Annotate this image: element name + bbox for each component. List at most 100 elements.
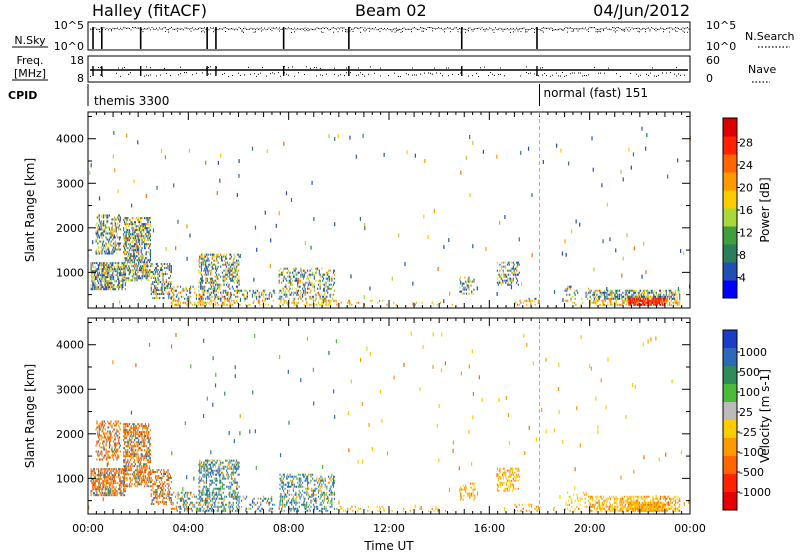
heatmap-cell xyxy=(601,299,603,302)
heatmap-cell xyxy=(113,476,115,479)
nsky-point xyxy=(547,27,549,29)
nsky-point xyxy=(181,28,183,30)
heatmap-cell xyxy=(118,248,121,251)
heatmap-cell xyxy=(664,297,667,300)
heatmap-cell xyxy=(657,295,659,298)
heatmap-cell xyxy=(119,494,121,497)
heatmap-cell xyxy=(517,283,519,286)
heatmap-cell xyxy=(134,279,136,282)
heatmap-cell xyxy=(151,271,153,274)
heatmap-cell xyxy=(184,297,186,300)
heatmap-cell xyxy=(129,253,131,256)
heatmap-cell xyxy=(138,423,140,426)
heatmap-cell xyxy=(262,301,264,304)
heatmap-cell xyxy=(104,286,106,289)
nave-point xyxy=(500,73,501,75)
heatmap-cell xyxy=(104,480,106,483)
heatmap-cell xyxy=(125,473,127,476)
heatmap-cell xyxy=(98,454,100,457)
heatmap-cell xyxy=(482,149,484,154)
heatmap-cell xyxy=(167,267,169,270)
heatmap-cell xyxy=(646,289,648,292)
heatmap-cell xyxy=(332,269,335,272)
nsearch-point xyxy=(624,30,625,32)
heatmap-cell xyxy=(108,264,111,267)
heatmap-cell xyxy=(217,291,219,294)
heatmap-cell xyxy=(133,435,135,438)
heatmap-cell xyxy=(202,285,204,288)
heatmap-cell xyxy=(118,286,121,289)
heatmap-cell xyxy=(186,297,188,300)
heatmap-cell xyxy=(156,265,158,268)
heatmap-cell xyxy=(227,285,229,288)
nave-point xyxy=(424,72,425,74)
nsky-point xyxy=(270,29,271,31)
heatmap-cell xyxy=(235,273,238,276)
heatmap-cell xyxy=(91,274,93,277)
heatmap-cell xyxy=(513,271,515,274)
nsky-point xyxy=(160,28,162,30)
heatmap-cell xyxy=(100,434,102,437)
heatmap-cell xyxy=(130,433,132,436)
heatmap-cell xyxy=(177,303,179,306)
heatmap-cell xyxy=(136,255,138,258)
heatmap-cell xyxy=(214,299,216,302)
heatmap-cell xyxy=(89,170,91,175)
heatmap-cell xyxy=(114,168,116,173)
heatmap-cell xyxy=(325,277,327,280)
heatmap-cell xyxy=(278,303,280,306)
heatmap-cell xyxy=(109,470,111,473)
heatmap-cell xyxy=(577,291,579,294)
heatmap-cell xyxy=(116,434,118,437)
nave-point xyxy=(542,74,543,76)
heatmap-cell xyxy=(123,235,125,238)
heatmap-cell xyxy=(123,235,126,238)
heatmap-cell xyxy=(229,277,231,280)
heatmap-cell xyxy=(141,261,143,264)
heatmap-cell xyxy=(414,153,416,158)
heatmap-cell xyxy=(130,263,132,266)
heatmap-cell xyxy=(265,297,267,300)
heatmap-cell xyxy=(625,303,627,306)
nsearch-point xyxy=(525,31,526,33)
heatmap-cell xyxy=(119,468,121,471)
heatmap-cell xyxy=(113,278,115,281)
nsky-point xyxy=(444,28,445,30)
heatmap-cell xyxy=(291,301,293,304)
heatmap-cell xyxy=(144,223,146,226)
heatmap-cell xyxy=(201,275,203,278)
heatmap-cell xyxy=(161,285,163,288)
heatmap-cell xyxy=(138,277,140,280)
heatmap-cell xyxy=(121,288,123,291)
heatmap-cell xyxy=(102,472,104,475)
heatmap-cell xyxy=(348,299,351,302)
heatmap-cell xyxy=(631,289,633,292)
heatmap-cell xyxy=(615,303,617,306)
heatmap-cell xyxy=(118,468,120,471)
heatmap-cell xyxy=(127,251,129,254)
nsearch-point xyxy=(261,30,262,32)
nave-point xyxy=(360,72,361,74)
heatmap-cell xyxy=(508,261,510,264)
heatmap-cell xyxy=(104,268,106,271)
heatmap-cell xyxy=(205,255,207,258)
heatmap-cell xyxy=(195,295,197,298)
heatmap-cell xyxy=(129,479,131,482)
heatmap-cell xyxy=(140,435,142,438)
heatmap-cell xyxy=(123,470,126,473)
heatmap-cell xyxy=(152,283,154,286)
heatmap-cell xyxy=(111,478,113,481)
heatmap-cell xyxy=(595,289,597,292)
heatmap-cell xyxy=(297,279,299,282)
heatmap-cell xyxy=(115,492,117,495)
heatmap-cell xyxy=(646,299,648,302)
heatmap-cell xyxy=(443,245,445,250)
heatmap-cell xyxy=(182,287,184,290)
heatmap-cell xyxy=(216,275,218,278)
heatmap-cell xyxy=(134,425,136,428)
heatmap-cell xyxy=(117,216,119,219)
heatmap-cell xyxy=(133,249,135,252)
heatmap-cell xyxy=(295,267,297,270)
heatmap-cell xyxy=(113,442,116,445)
nsearch-point xyxy=(541,30,543,32)
